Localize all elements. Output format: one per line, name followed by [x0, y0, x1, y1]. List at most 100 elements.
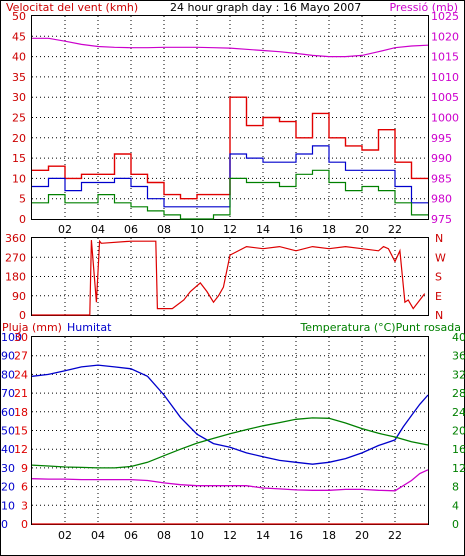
humidity-tick-label: 30 — [1, 462, 15, 475]
temperature-tick-label: 24 — [452, 406, 465, 419]
rain-hour-tick-label: 12 — [223, 529, 237, 542]
temperature-tick-label: 12 — [452, 462, 465, 475]
temperature-tick-label: 40 — [452, 331, 465, 344]
wind-hour-tick-label: 04 — [91, 223, 105, 236]
wind-hour-tick-label: 02 — [58, 223, 72, 236]
pressure-tick-label: 980 — [431, 193, 452, 206]
chart-title: 24 hour graph day : 16 Mayo 2007 — [170, 1, 361, 14]
wind-speed-tick-label: 5 — [19, 193, 26, 206]
humidity-tick-label: 20 — [1, 481, 15, 494]
direction-tick-label: 180 — [5, 271, 26, 284]
pressure-axis-title: Pressió (mb) — [389, 1, 458, 14]
rain-tick-label: 12 — [14, 443, 28, 456]
humidity-tick-label: 90 — [1, 350, 15, 363]
compass-letter: S — [435, 271, 442, 284]
wind-speed-tick-label: 10 — [12, 172, 26, 185]
rain-tick-label: 15 — [14, 425, 28, 438]
rain-hour-tick-label: 02 — [58, 529, 72, 542]
rain-tick-label: 27 — [14, 350, 28, 363]
humidity-tick-label: 100 — [1, 331, 22, 344]
direction-tick-label: 360 — [5, 232, 26, 245]
rain-tick-label: 9 — [21, 462, 28, 475]
wind-hour-tick-label: 20 — [355, 223, 369, 236]
pressure-tick-label: 990 — [431, 152, 452, 165]
wind-hour-tick-label: 06 — [124, 223, 138, 236]
temperature-dewpoint-axis-title: Temperatura (°C)Punt rosada — [299, 321, 461, 334]
rain-tick-label: 24 — [14, 368, 28, 381]
rain-axis-title: Pluja (mm) — [2, 321, 62, 334]
rain-hour-tick-label: 18 — [322, 529, 336, 542]
temperature-line — [31, 417, 429, 469]
rain-tick-label: 21 — [14, 387, 28, 400]
temperature-tick-label: 32 — [452, 368, 465, 381]
rain-time-ticks: 02 04 06 08 10 12 14 16 18 20 22 — [58, 529, 402, 542]
wind-hour-tick-label: 12 — [223, 223, 237, 236]
pressure-tick-label: 1010 — [431, 71, 459, 84]
direction-tick-label: 90 — [12, 290, 26, 303]
temperature-tick-label: 0 — [452, 518, 459, 531]
wind-speed-tick-label: 0 — [19, 213, 26, 226]
rain-humidity-series — [31, 364, 429, 525]
pressure-tick-label: 1025 — [431, 10, 459, 23]
pressure-tick-label: 1005 — [431, 91, 459, 104]
pressure-line — [32, 37, 429, 58]
wind-speed-axis-title: Velocitat del vent (kmh) — [6, 1, 138, 14]
compass-letter: E — [435, 290, 442, 303]
rain-tick-label: 6 — [21, 481, 28, 494]
humidity-tick-label: 60 — [1, 406, 15, 419]
humidity-tick-label: 80 — [1, 368, 15, 381]
direction-series — [32, 239, 426, 316]
pressure-tick-label: 985 — [431, 172, 452, 185]
temperature-tick-label: 16 — [452, 443, 465, 456]
humidity-tick-label: 10 — [1, 499, 15, 512]
pressure-tick-label: 975 — [431, 213, 452, 226]
wind-hour-tick-label: 08 — [157, 223, 171, 236]
rain-hour-tick-label: 14 — [256, 529, 270, 542]
wind-time-ticks: 02 04 06 08 10 12 14 16 18 20 22 — [58, 223, 402, 236]
wind_gust-line — [32, 96, 428, 200]
wind-speed-tick-label: 50 — [12, 10, 26, 23]
wind-hour-tick-label: 22 — [388, 223, 402, 236]
temperature-tick-label: 4 — [452, 499, 459, 512]
pressure-ticks: 975 980 985 990 995 1000 1005 1010 1015 1020 1025 — [431, 10, 459, 226]
wind-speed-tick-label: 40 — [12, 51, 26, 64]
wind-hour-tick-label: 18 — [322, 223, 336, 236]
rain-hour-tick-label: 04 — [91, 529, 105, 542]
wind-hour-tick-label: 10 — [190, 223, 204, 236]
humidity-tick-label: 50 — [1, 425, 15, 438]
wind-speed-tick-label: 35 — [12, 71, 26, 84]
compass-letter: N — [435, 309, 443, 322]
rain-hour-tick-label: 16 — [289, 529, 303, 542]
direction-tick-label: 0 — [19, 309, 26, 322]
humidity-tick-label: 40 — [1, 443, 15, 456]
compass-letter: W — [435, 251, 446, 264]
temperature-tick-label: 28 — [452, 387, 465, 400]
wind-direction-line — [32, 239, 426, 316]
temperature-tick-label: 20 — [452, 425, 465, 438]
rain-hour-tick-label: 22 — [388, 529, 402, 542]
pressure-tick-label: 995 — [431, 132, 452, 145]
wind-hour-tick-label: 16 — [289, 223, 303, 236]
direction-tick-label: 270 — [5, 251, 26, 264]
humidity-tick-label: 0 — [1, 518, 8, 531]
rain-hour-tick-label: 06 — [124, 529, 138, 542]
rain-tick-label: 30 — [14, 331, 28, 344]
temperature-tick-label: 8 — [452, 481, 459, 494]
rain-tick-label: 3 — [21, 499, 28, 512]
compass-letter: N — [435, 232, 443, 245]
direction-grid — [32, 238, 428, 315]
rain-hour-tick-label: 08 — [157, 529, 171, 542]
wind-pressure-series — [32, 37, 429, 220]
pressure-tick-label: 1000 — [431, 112, 459, 125]
pressure-tick-label: 1015 — [431, 51, 459, 64]
humidity-line — [31, 364, 429, 465]
temperature-tick-label: 36 — [452, 350, 465, 363]
humidity-axis-title: Humitat — [67, 321, 112, 334]
rain-hour-tick-label: 20 — [355, 529, 369, 542]
pressure-tick-label: 1020 — [431, 30, 459, 43]
